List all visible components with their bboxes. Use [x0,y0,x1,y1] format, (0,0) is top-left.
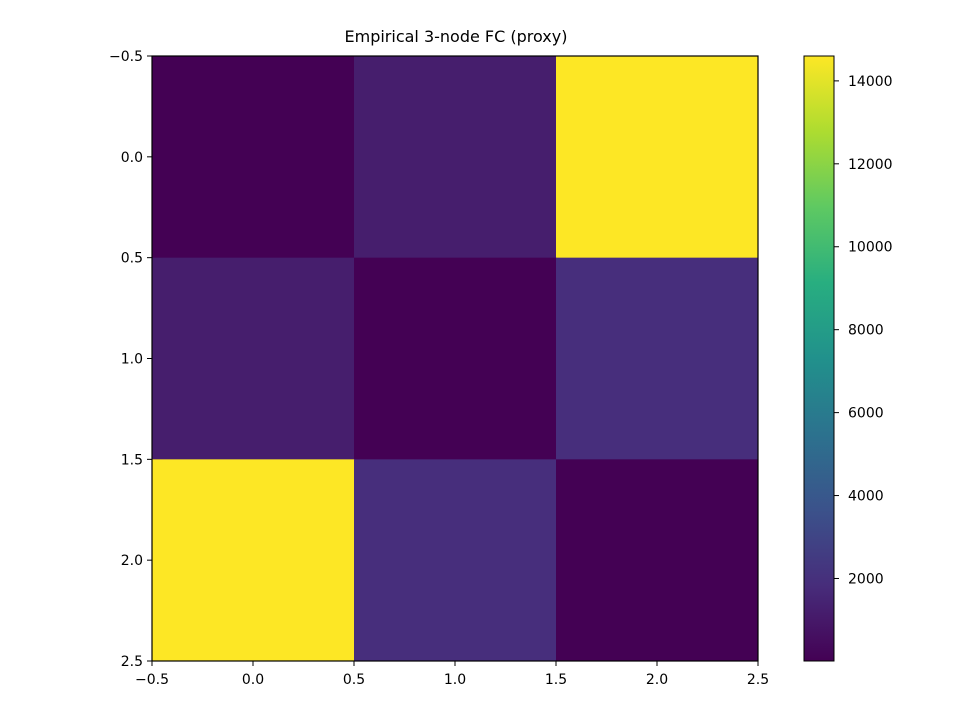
y-tick-label: −0.5 [109,49,143,65]
heatmap-cell [152,459,355,662]
heatmap-cell [152,56,355,259]
heatmap-cell [152,257,355,460]
y-tick-label: 1.5 [121,452,143,468]
colorbar [803,55,835,662]
colorbar-tick-label: 10000 [848,240,893,256]
colorbar-tick-label: 12000 [848,157,893,173]
colorbar-tick-label: 14000 [848,74,893,90]
y-tick-label: 1.0 [121,352,143,368]
y-tick-label: 2.0 [121,553,143,569]
x-tick-label: 0.0 [242,672,264,688]
heatmap-cell [354,459,557,662]
heatmap-cells [152,56,759,662]
y-tick-label: 0.5 [121,251,143,267]
x-axis: −0.5 0.0 0.5 1.0 1.5 2.0 2.5 [135,661,769,688]
chart-title: Empirical 3-node FC (proxy) [345,27,568,46]
heatmap-cell [354,56,557,259]
x-tick-label: −0.5 [135,672,169,688]
colorbar-tick-label: 4000 [848,489,884,505]
colorbar-tick-label: 2000 [848,571,884,587]
x-tick-label: 2.5 [747,672,769,688]
y-tick-label: 0.0 [121,150,143,166]
y-axis: −0.5 0.0 0.5 1.0 1.5 2.0 2.5 [109,49,152,670]
x-tick-label: 2.0 [646,672,668,688]
colorbar-tick-label: 8000 [848,323,884,339]
y-tick-label: 2.5 [121,654,143,670]
heatmap-cell [556,56,759,259]
heatmap-cell [354,257,557,460]
heatmap-cell [556,459,759,662]
heatmap-cell [556,257,759,460]
colorbar-axis: 2000 4000 6000 8000 10000 12000 14000 [834,74,893,587]
colorbar-tick-label: 6000 [848,406,884,422]
x-tick-label: 1.0 [444,672,466,688]
x-tick-label: 1.5 [545,672,567,688]
x-tick-label: 0.5 [343,672,365,688]
